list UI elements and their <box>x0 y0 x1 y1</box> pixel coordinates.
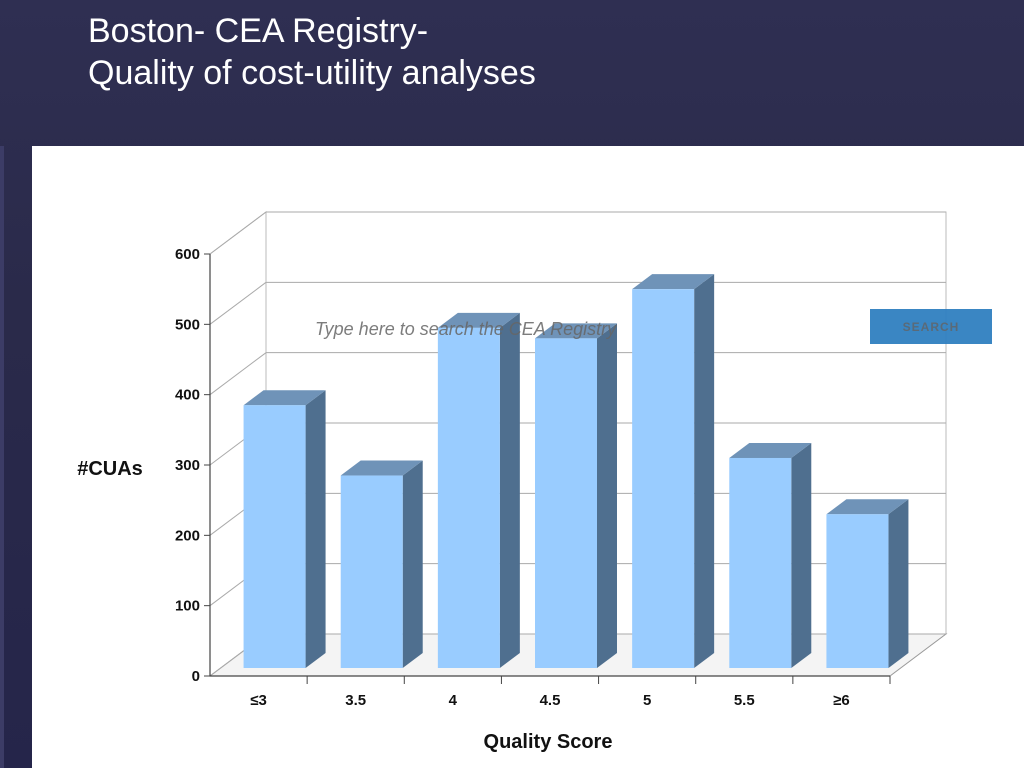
bar-3.5 <box>340 460 423 668</box>
x-tick-label: 3.5 <box>345 692 366 709</box>
bar-4.5 <box>535 323 617 668</box>
bar <box>340 475 403 668</box>
bar-≥6 <box>826 499 909 668</box>
bar-chart: 0 100 200 300 400 500 600 ≤3 3.5 4 4.5 5 5.5 ≥6 #CUA… <box>77 211 992 753</box>
bar-5.5 <box>729 442 812 668</box>
bar <box>826 514 889 668</box>
x-tick-label: 5.5 <box>734 692 755 709</box>
bar-side <box>402 460 423 668</box>
y-tick-layer: 0 100 200 300 400 500 600 <box>175 246 210 685</box>
bar-top <box>437 312 520 328</box>
y-tick-label: 400 <box>175 387 200 404</box>
bar-top <box>826 499 909 515</box>
bar-side <box>791 442 812 668</box>
bar-side <box>888 499 909 668</box>
bar <box>535 338 597 668</box>
bar <box>729 457 792 668</box>
bar-top <box>729 442 812 458</box>
bar-side <box>597 323 617 668</box>
gridline-side <box>209 211 267 255</box>
y-tick-label: 0 <box>192 668 200 685</box>
gridline-side <box>209 352 267 396</box>
y-tick-label: 500 <box>175 316 200 333</box>
y-tick-label: 200 <box>175 527 200 544</box>
bar-side <box>305 390 326 668</box>
slide-title: Boston- CEA Registry- Quality of cost-ut… <box>88 10 536 94</box>
search-button[interactable]: SEARCH <box>870 309 992 344</box>
slide-accent <box>0 146 4 768</box>
x-tick-label: ≥6 <box>833 692 850 709</box>
y-tick-label: 600 <box>175 246 200 263</box>
bar-top <box>535 323 617 339</box>
y-axis-title: #CUAs <box>77 458 143 480</box>
search-input[interactable]: Type here to search the CEA Registry <box>315 319 617 339</box>
bar-top <box>243 390 326 406</box>
bar <box>243 405 306 668</box>
search-button-bg[interactable] <box>870 309 992 344</box>
x-tick-label: ≤3 <box>250 692 267 709</box>
y-tick-label: 100 <box>175 598 200 615</box>
x-axis-title: Quality Score <box>484 731 613 753</box>
bar-side <box>499 312 520 668</box>
x-tick-layer: ≤3 3.5 4 4.5 5 5.5 ≥6 <box>250 676 891 709</box>
bar <box>632 289 695 668</box>
bar-≤3 <box>243 390 326 668</box>
bar-4 <box>437 312 520 668</box>
chart-panel: 0 100 200 300 400 500 600 ≤3 3.5 4 4.5 5 5.5 ≥6 #CUA… <box>32 146 1024 768</box>
gridline-side <box>209 281 267 325</box>
bar-side <box>694 274 715 668</box>
bar-top <box>632 274 715 290</box>
x-tick-label: 4 <box>449 692 458 709</box>
bar-layer <box>243 274 909 668</box>
slide-title-line-1: Boston- CEA Registry- <box>88 12 429 50</box>
y-tick-label: 300 <box>175 457 200 474</box>
x-tick-label: 4.5 <box>540 692 561 709</box>
search-button-label[interactable]: SEARCH <box>903 320 960 334</box>
x-tick-label: 5 <box>643 692 651 709</box>
bar-5 <box>632 274 715 668</box>
bar <box>437 327 500 668</box>
slide-title-line-2: Quality of cost-utility analyses <box>88 54 536 92</box>
bar-top <box>340 460 423 476</box>
